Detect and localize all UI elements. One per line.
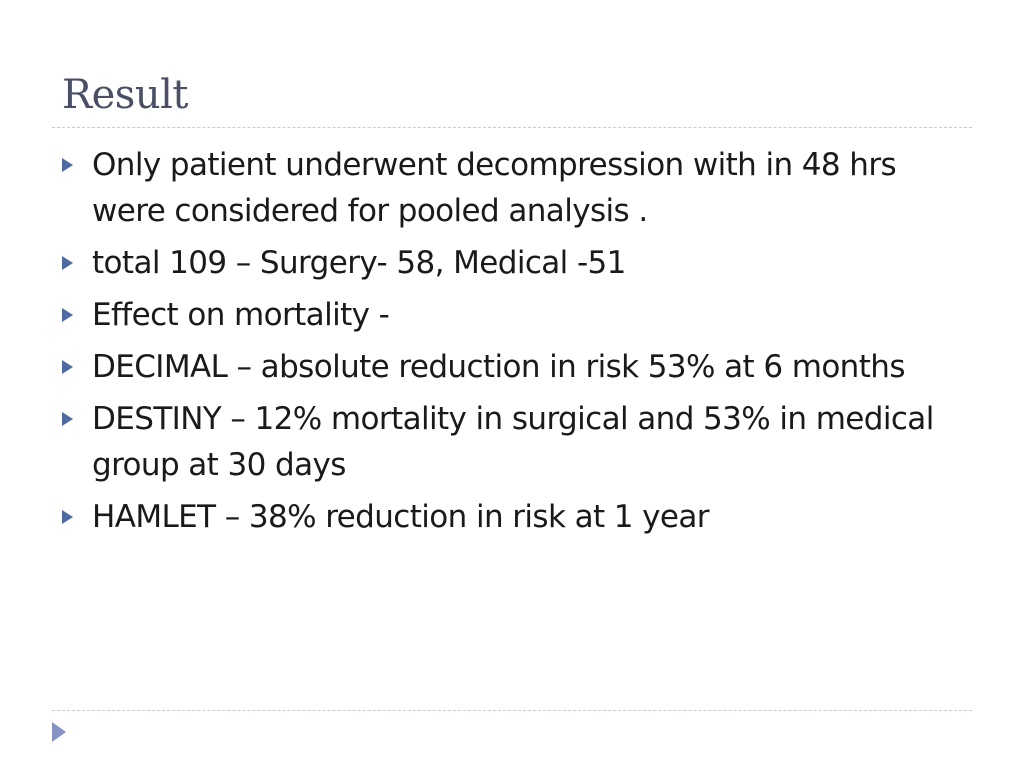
bullet-item: total 109 – Surgery- 58, Medical -51 <box>60 240 965 286</box>
footer-rule <box>52 710 972 711</box>
bullet-marker <box>62 360 73 374</box>
bullet-item: Effect on mortality - <box>60 292 965 338</box>
nav-arrow <box>52 722 66 742</box>
bullet-item: HAMLET – 38% reduction in risk at 1 year <box>60 494 965 540</box>
bullet-item: Only patient underwent decompression wit… <box>60 142 965 234</box>
bullet-text: HAMLET – 38% reduction in risk at 1 year <box>92 499 710 535</box>
bullet-item: DECIMAL – absolute reduction in risk 53%… <box>60 344 965 390</box>
bullet-text: DESTINY – 12% mortality in surgical and … <box>92 401 934 483</box>
bullet-list: Only patient underwent decompression wit… <box>60 142 965 546</box>
bullet-marker <box>62 256 73 270</box>
bullet-marker <box>62 158 73 172</box>
bullet-marker <box>62 412 73 426</box>
bullet-item: DESTINY – 12% mortality in surgical and … <box>60 396 965 488</box>
slide-title: Result <box>62 72 188 118</box>
bullet-marker <box>62 510 73 524</box>
bullet-text: Only patient underwent decompression wit… <box>92 147 897 229</box>
bullet-text: DECIMAL – absolute reduction in risk 53%… <box>92 349 905 385</box>
bullet-text: Effect on mortality - <box>92 297 390 333</box>
bullet-text: total 109 – Surgery- 58, Medical -51 <box>92 245 626 281</box>
title-rule <box>52 127 972 128</box>
bullet-marker <box>62 308 73 322</box>
